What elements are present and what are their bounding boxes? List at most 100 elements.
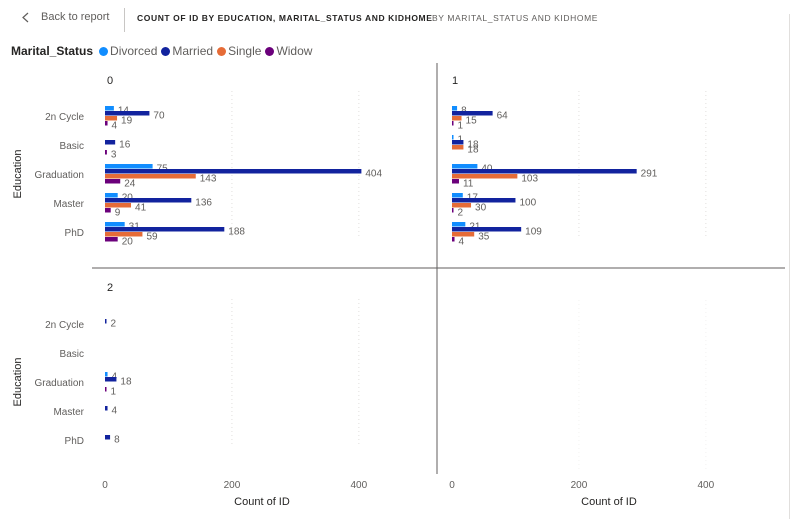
legend-item-widow[interactable]: Widow	[265, 44, 312, 58]
bar-0-basic-married	[105, 140, 116, 145]
data-label-0-2n-cycle-married: 70	[153, 111, 165, 122]
data-label-0-phd-married: 188	[228, 227, 245, 238]
chevron-left-icon	[22, 12, 29, 22]
x-axis-title: Count of ID	[234, 496, 290, 508]
bar-1-graduation-widow	[452, 179, 459, 184]
data-label-0-basic-married: 16	[119, 140, 131, 151]
back-to-report-label: Back to report	[41, 11, 110, 23]
data-label-0-master-widow: 9	[115, 208, 121, 219]
bar-2-master-married	[105, 406, 108, 411]
data-label-2-phd-married: 8	[114, 435, 120, 446]
panel-title-0: 0	[107, 75, 113, 87]
bar-0-2n-cycle-widow	[105, 121, 108, 126]
bar-0-graduation-widow	[105, 179, 121, 184]
category-label-2n-cycle: 2n Cycle	[45, 320, 84, 331]
legend-item-divorced[interactable]: Divorced	[99, 44, 157, 58]
legend-title: Marital_Status	[11, 44, 94, 58]
data-label-1-2n-cycle-single: 15	[466, 116, 478, 127]
bar-1-master-divorced	[452, 193, 463, 198]
data-label-1-2n-cycle-widow: 1	[458, 121, 464, 132]
bar-2-graduation-widow	[105, 387, 107, 392]
bar-0-basic-widow	[105, 150, 107, 155]
bar-0-2n-cycle-single	[105, 116, 118, 121]
legend-item-married[interactable]: Married	[161, 44, 213, 58]
bar-0-phd-single	[105, 232, 143, 237]
bar-1-master-single	[452, 203, 472, 208]
bar-0-2n-cycle-divorced	[105, 106, 114, 111]
bar-1-2n-cycle-widow	[452, 121, 454, 126]
bar-1-master-married	[452, 198, 516, 203]
bar-1-2n-cycle-single	[452, 116, 462, 121]
y-axis-title: Education	[12, 150, 24, 199]
data-label-1-basic-single: 18	[467, 145, 479, 156]
data-label-2-graduation-widow: 1	[111, 387, 117, 398]
chart-legend: Marital_Status Divorced Married Single W…	[11, 44, 316, 58]
data-label-2-graduation-married: 18	[120, 377, 132, 388]
bar-0-master-single	[105, 203, 132, 208]
category-label-2n-cycle: 2n Cycle	[45, 112, 84, 123]
legend-dot-married	[161, 46, 171, 56]
data-label-0-2n-cycle-single: 19	[121, 116, 133, 127]
category-label-master: Master	[53, 407, 84, 418]
legend-item-single[interactable]: Single	[217, 44, 261, 58]
bar-1-basic-single	[452, 145, 464, 150]
legend-label-single: Single	[228, 44, 262, 58]
data-label-1-graduation-single: 103	[521, 174, 538, 185]
bar-2-phd-married	[105, 435, 111, 440]
data-label-0-phd-widow: 20	[122, 237, 134, 248]
data-label-1-master-single: 30	[475, 203, 487, 214]
data-label-1-master-widow: 2	[458, 208, 464, 219]
report-header: Back to report COUNT OF ID BY EDUCATION,…	[0, 0, 790, 38]
legend-label-widow: Widow	[276, 44, 313, 58]
data-label-0-graduation-married: 404	[365, 169, 382, 180]
data-label-1-graduation-married: 291	[641, 169, 658, 180]
bar-2-2n-cycle-married	[105, 319, 107, 324]
category-label-phd: PhD	[65, 436, 84, 447]
y-axis-title: Education	[12, 358, 24, 407]
data-label-0-2n-cycle-widow: 4	[112, 121, 118, 132]
category-label-basic: Basic	[60, 349, 84, 360]
drill-breadcrumb[interactable]: BY MARITAL_STATUS AND KIDHOME	[432, 13, 599, 23]
bar-0-master-married	[105, 198, 192, 203]
bar-0-graduation-married	[105, 169, 362, 174]
visual-title: COUNT OF ID BY EDUCATION, MARITAL_STATUS…	[137, 13, 433, 23]
bar-0-2n-cycle-married	[105, 111, 150, 116]
bar-0-phd-divorced	[105, 222, 125, 227]
legend-dot-widow	[265, 46, 275, 56]
bar-0-graduation-single	[105, 174, 196, 179]
data-label-1-basic-married: 18	[467, 140, 479, 151]
back-to-report-button[interactable]: Back to report	[22, 11, 109, 23]
x-tick-400: 400	[698, 480, 715, 491]
category-label-master: Master	[53, 199, 84, 210]
data-label-1-master-married: 100	[519, 198, 536, 209]
data-label-0-master-single: 41	[135, 203, 147, 214]
bar-0-master-widow	[105, 208, 111, 213]
data-label-0-phd-single: 59	[146, 232, 158, 243]
x-tick-200: 200	[224, 480, 241, 491]
data-label-1-graduation-widow: 11	[463, 179, 474, 190]
bar-1-phd-divorced	[452, 222, 466, 227]
data-label-0-graduation-widow: 24	[124, 179, 136, 190]
legend-dot-single	[217, 46, 227, 56]
x-axis-title: Count of ID	[581, 496, 637, 508]
visual-border	[789, 14, 790, 519]
legend-label-married: Married	[172, 44, 214, 58]
category-label-graduation: Graduation	[35, 170, 84, 181]
bar-0-phd-widow	[105, 237, 118, 242]
bar-1-graduation-single	[452, 174, 518, 179]
bar-0-phd-married	[105, 227, 225, 232]
x-tick-400: 400	[351, 480, 368, 491]
data-label-1-2n-cycle-married: 64	[497, 111, 509, 122]
data-label-2-2n-cycle-married: 2	[111, 319, 117, 330]
bar-1-master-widow	[452, 208, 454, 213]
panel-title-2: 2	[107, 282, 113, 294]
data-label-0-graduation-single: 143	[200, 174, 217, 185]
bar-1-graduation-married	[452, 169, 637, 174]
bar-1-basic-married	[452, 140, 464, 145]
bar-1-basic-divorced	[452, 135, 454, 140]
bar-2-graduation-divorced	[105, 372, 108, 377]
x-tick-0: 0	[449, 480, 455, 491]
category-label-basic: Basic	[60, 141, 84, 152]
bar-1-2n-cycle-married	[452, 111, 493, 116]
